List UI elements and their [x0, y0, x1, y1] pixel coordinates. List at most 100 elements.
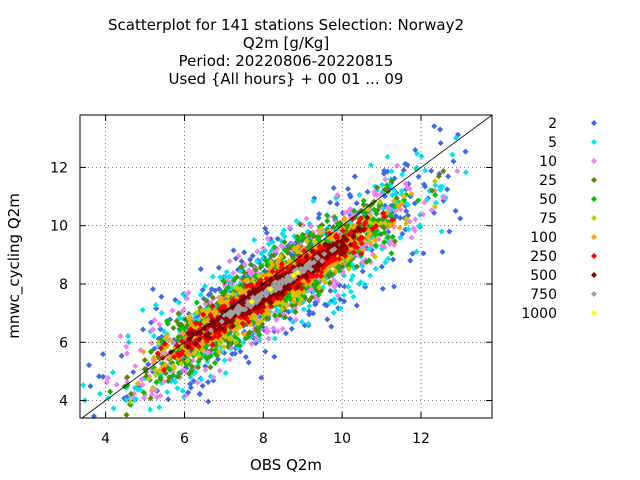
data-point [432, 199, 439, 206]
data-point [245, 331, 252, 338]
data-point [339, 227, 346, 234]
data-point [223, 269, 230, 276]
data-point [168, 338, 175, 345]
data-point [161, 340, 168, 347]
data-point [378, 263, 385, 270]
data-point [193, 309, 200, 316]
data-point [267, 303, 274, 310]
data-point [149, 326, 156, 333]
data-point [277, 253, 284, 260]
data-point [291, 245, 298, 252]
data-point [392, 207, 399, 214]
data-point [184, 295, 191, 302]
title-line: Scatterplot for 141 stations Selection: … [108, 16, 464, 34]
data-point [421, 199, 428, 206]
data-point [292, 316, 299, 323]
data-point [312, 266, 319, 273]
data-point [207, 327, 214, 334]
data-point [209, 294, 216, 301]
data-point [193, 299, 200, 306]
data-point [395, 203, 402, 210]
data-point [241, 249, 248, 256]
data-point [260, 298, 267, 305]
data-point [140, 326, 147, 333]
data-point [203, 297, 210, 304]
data-point [141, 394, 148, 401]
data-point [403, 208, 410, 215]
data-point [326, 299, 333, 306]
data-point [196, 336, 203, 343]
data-point [226, 335, 233, 342]
data-point [294, 269, 301, 276]
data-point [210, 374, 217, 381]
data-point [306, 297, 313, 304]
data-point [292, 308, 299, 315]
title-line: Used {All hours} + 00 01 ... 09 [169, 70, 404, 88]
data-point [237, 348, 244, 355]
data-point [231, 350, 238, 357]
data-point [286, 285, 293, 292]
legend-label: 5 [548, 135, 557, 151]
data-point [282, 330, 289, 337]
data-point [209, 303, 216, 310]
data-point [350, 293, 357, 300]
data-point [188, 320, 195, 327]
data-point [445, 173, 452, 180]
legend-marker [591, 215, 597, 221]
data-point [162, 361, 169, 368]
data-point [315, 296, 322, 303]
data-point [422, 183, 429, 190]
data-point [373, 210, 380, 217]
data-point [377, 198, 384, 205]
data-point [220, 277, 227, 284]
data-point [238, 263, 245, 270]
data-point [355, 219, 362, 226]
data-point [341, 283, 348, 290]
data-point [345, 283, 352, 290]
data-point [80, 382, 87, 389]
legend-label: 50 [539, 192, 557, 208]
data-point [290, 272, 297, 279]
data-point [262, 225, 269, 232]
data-point [420, 211, 427, 218]
data-point [301, 265, 308, 272]
data-point [207, 353, 214, 360]
data-point [313, 272, 320, 279]
plot-frame [79, 114, 493, 419]
data-point [224, 311, 231, 318]
data-point [403, 215, 410, 222]
data-point [208, 286, 215, 293]
data-point [318, 273, 325, 280]
data-point [156, 321, 163, 328]
data-point [296, 237, 303, 244]
data-point [212, 326, 219, 333]
data-point [245, 267, 252, 274]
data-point [220, 344, 227, 351]
data-point [399, 230, 406, 237]
data-point [405, 226, 412, 233]
data-point [371, 253, 378, 260]
data-point [359, 258, 366, 265]
data-point [379, 285, 386, 292]
data-point [151, 317, 158, 324]
data-point [208, 346, 215, 353]
data-point [298, 318, 305, 325]
data-point [235, 252, 242, 259]
data-point [245, 359, 252, 366]
data-point [462, 148, 469, 155]
data-point [188, 363, 195, 370]
data-point [336, 255, 343, 262]
data-point [171, 353, 178, 360]
data-point [215, 322, 222, 329]
data-point [107, 388, 114, 395]
data-point [251, 236, 258, 243]
data-point [364, 188, 371, 195]
data-point [279, 326, 286, 333]
data-point [185, 289, 192, 296]
data-point [438, 228, 445, 235]
data-point [205, 335, 212, 342]
axis-ticks: 4 6 8 10 12 4 6 8 10 12 [50, 115, 492, 447]
data-point [391, 238, 398, 245]
data-point [307, 261, 314, 268]
data-point [388, 222, 395, 229]
